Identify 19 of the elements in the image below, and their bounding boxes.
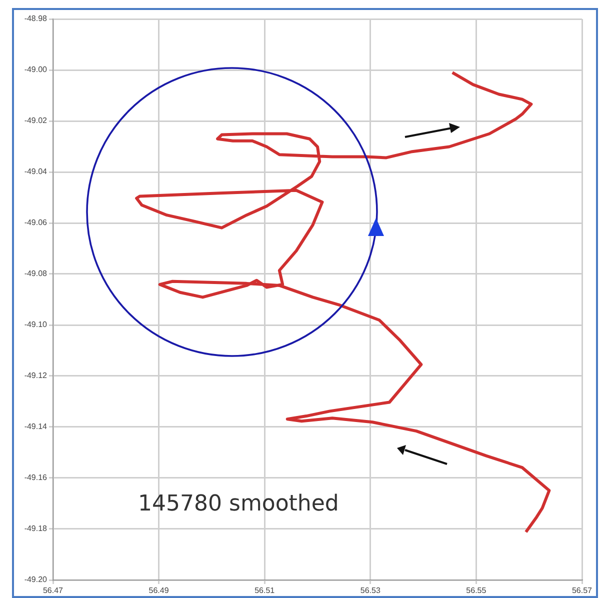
y-tick-label: -49.20 [24, 575, 48, 584]
y-tick-label: -49.06 [24, 218, 48, 228]
y-tick-label: -49.12 [24, 371, 48, 380]
y-tick-label: -49.02 [24, 116, 48, 126]
x-tick-label: 56.57 [572, 586, 593, 596]
x-tick-label: 56.51 [254, 586, 276, 596]
y-tick-label: -49.04 [24, 167, 48, 176]
x-tick-label: 56.53 [360, 586, 381, 596]
y-tick-label: -48.98 [24, 14, 48, 24]
annotation: 145780 smoothed [138, 492, 339, 517]
y-tick-label: -49.18 [24, 524, 48, 534]
y-tick-label: -49.16 [24, 473, 48, 482]
x-tick-label: 56.47 [42, 586, 64, 596]
y-tick-label: -49.08 [24, 269, 48, 278]
y-tick-label: -49.10 [24, 320, 48, 330]
x-tick-label: 56.55 [466, 586, 487, 596]
y-tick-label: -49.14 [24, 422, 48, 432]
x-tick-label: 56.49 [148, 586, 170, 596]
y-tick-label: -49.00 [24, 65, 48, 74]
